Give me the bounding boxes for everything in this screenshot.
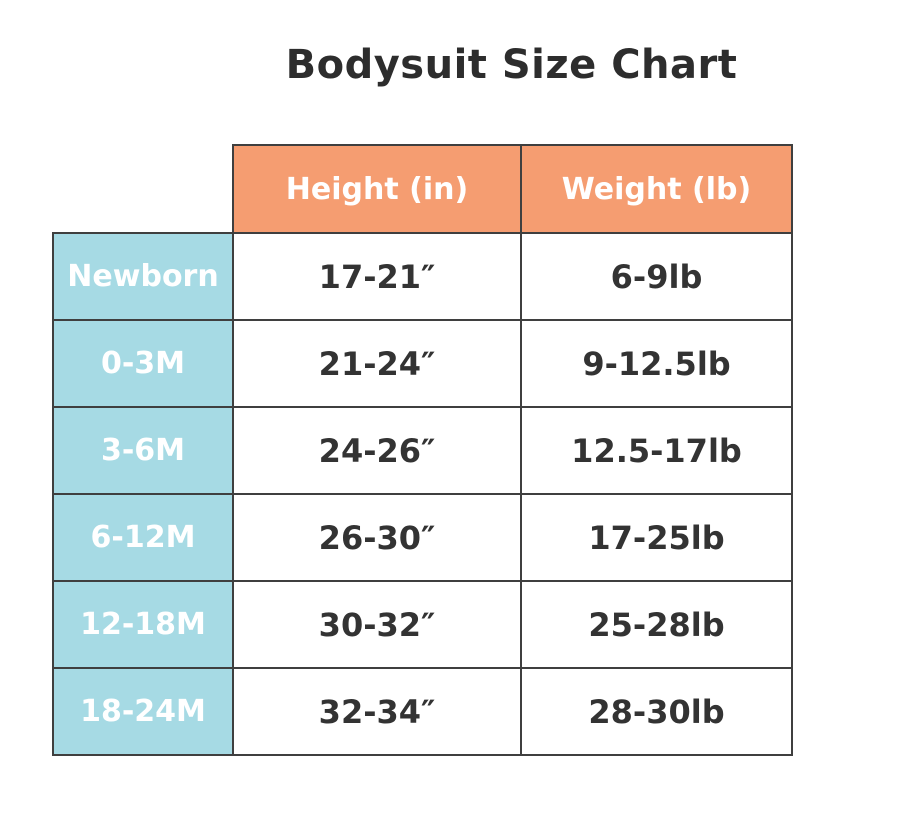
corner-spacer <box>53 145 233 233</box>
height-value-cell: 26-30″ <box>232 493 522 582</box>
weight-value-cell: 9-12.5lb <box>520 319 793 408</box>
size-chart-table: Height (in) Weight (lb) Newborn 17-21″ 6… <box>52 144 793 756</box>
weight-value-cell: 17-25lb <box>520 493 793 582</box>
size-label-cell: 12-18M <box>52 580 234 669</box>
height-value-cell: 17-21″ <box>232 232 522 321</box>
header-row: Height (in) Weight (lb) <box>53 144 793 234</box>
height-value-cell: 30-32″ <box>232 580 522 669</box>
height-value-cell: 21-24″ <box>232 319 522 408</box>
table-row: 18-24M 32-34″ 28-30lb <box>52 667 793 756</box>
table-row: 6-12M 26-30″ 17-25lb <box>52 493 793 582</box>
weight-value-cell: 12.5-17lb <box>520 406 793 495</box>
size-label-cell: Newborn <box>52 232 234 321</box>
size-label-cell: 0-3M <box>52 319 234 408</box>
column-header-weight: Weight (lb) <box>520 144 793 234</box>
size-label-cell: 3-6M <box>52 406 234 495</box>
height-value-cell: 32-34″ <box>232 667 522 756</box>
column-header-height: Height (in) <box>232 144 522 234</box>
size-label-cell: 6-12M <box>52 493 234 582</box>
weight-value-cell: 28-30lb <box>520 667 793 756</box>
weight-value-cell: 6-9lb <box>520 232 793 321</box>
page-title: Bodysuit Size Chart <box>285 42 738 88</box>
height-value-cell: 24-26″ <box>232 406 522 495</box>
size-label-cell: 18-24M <box>52 667 234 756</box>
weight-value-cell: 25-28lb <box>520 580 793 669</box>
table-row: 12-18M 30-32″ 25-28lb <box>52 580 793 669</box>
table-row: 0-3M 21-24″ 9-12.5lb <box>52 319 793 408</box>
table-row: 3-6M 24-26″ 12.5-17lb <box>52 406 793 495</box>
table-row: Newborn 17-21″ 6-9lb <box>52 232 793 321</box>
